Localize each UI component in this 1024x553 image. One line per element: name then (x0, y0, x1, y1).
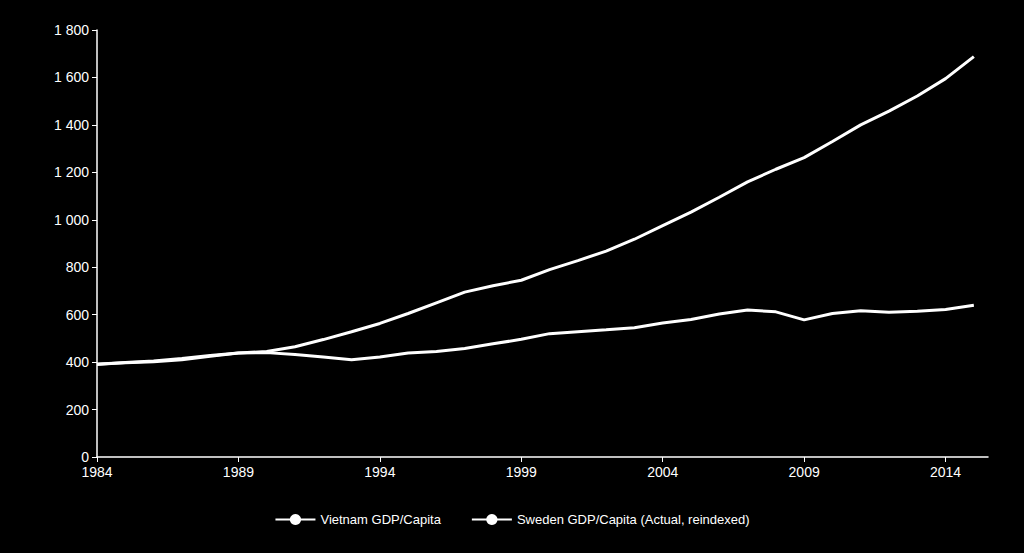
svg-text:0: 0 (81, 449, 89, 465)
svg-text:1 400: 1 400 (54, 117, 89, 133)
svg-text:800: 800 (66, 259, 90, 275)
svg-text:Sweden GDP/Capita (Actual, rei: Sweden GDP/Capita (Actual, reindexed) (517, 512, 750, 527)
svg-text:400: 400 (66, 354, 90, 370)
svg-text:2004: 2004 (647, 464, 678, 480)
svg-text:1984: 1984 (81, 464, 112, 480)
svg-text:1 600: 1 600 (54, 69, 89, 85)
svg-text:200: 200 (66, 402, 90, 418)
svg-text:2014: 2014 (930, 464, 961, 480)
svg-text:1 000: 1 000 (54, 212, 89, 228)
svg-text:1 800: 1 800 (54, 22, 89, 38)
svg-text:1989: 1989 (223, 464, 254, 480)
svg-text:600: 600 (66, 307, 90, 323)
svg-text:2009: 2009 (789, 464, 820, 480)
svg-text:Vietnam GDP/Capita: Vietnam GDP/Capita (320, 512, 441, 527)
svg-text:1994: 1994 (364, 464, 395, 480)
svg-text:1999: 1999 (506, 464, 537, 480)
svg-text:1 200: 1 200 (54, 164, 89, 180)
